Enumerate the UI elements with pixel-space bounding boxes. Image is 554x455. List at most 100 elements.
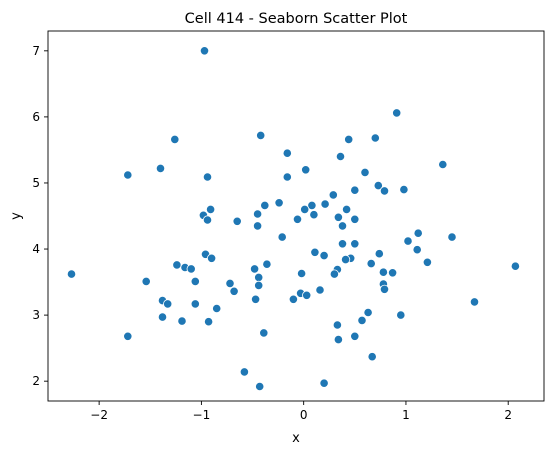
scatter-point [251, 294, 261, 304]
scatter-point [253, 221, 263, 231]
scatter-point [357, 315, 367, 325]
scatter-point [422, 257, 432, 267]
scatter-point [378, 267, 388, 277]
scatter-point [229, 286, 239, 296]
scatter-point [329, 269, 339, 279]
scatter-point [190, 299, 200, 309]
scatter-point [254, 272, 264, 282]
scatter-point [239, 367, 249, 377]
points-layer [66, 46, 521, 392]
scatter-point [387, 268, 398, 278]
scatter-point [315, 285, 325, 295]
scatter-point [413, 228, 423, 238]
scatter-point [186, 264, 196, 274]
x-tick-label: 2 [504, 408, 512, 422]
scatter-point [350, 185, 360, 195]
y-tick-label: 4 [32, 242, 40, 256]
scatter-point [363, 307, 373, 318]
scatter-point [202, 215, 213, 225]
scatter-point [320, 199, 330, 209]
scatter-point [399, 185, 409, 195]
scatter-point [170, 134, 180, 144]
y-tick-label: 6 [32, 110, 40, 124]
scatter-point [341, 204, 352, 214]
scatter-point [328, 190, 338, 200]
scatter-point [190, 276, 200, 286]
scatter-point [274, 198, 284, 208]
scatter-point [141, 276, 151, 286]
scatter-point [469, 297, 480, 307]
scatter-point [307, 200, 317, 210]
scatter-point [225, 278, 235, 288]
plot-frame [47, 30, 545, 402]
scatter-point [302, 290, 312, 300]
scatter-point [277, 232, 287, 242]
scatter-point [260, 200, 270, 210]
scatter-point [396, 310, 406, 320]
scatter-point [282, 148, 292, 158]
scatter-point [403, 236, 413, 246]
scatter-point [212, 303, 222, 314]
scatter-point [292, 214, 303, 224]
x-tick-label: −1 [193, 408, 211, 422]
scatter-point [123, 331, 133, 341]
x-tick-label: −2 [90, 408, 108, 422]
scatter-point [344, 134, 354, 144]
scatter-point [206, 204, 216, 214]
scatter-point [350, 214, 360, 224]
scatter-point [232, 216, 242, 226]
scatter-point [319, 251, 329, 261]
scatter-point [253, 209, 263, 219]
y-tick-label: 2 [32, 374, 40, 388]
y-axis-ticks: 2 3 4 5 6 7 [32, 44, 48, 388]
scatter-point [288, 294, 298, 304]
scatter-point [255, 381, 265, 392]
scatter-point [250, 264, 260, 274]
scatter-point [310, 247, 320, 257]
x-tick-label: 1 [402, 408, 410, 422]
scatter-point [510, 261, 521, 271]
scatter-point [282, 172, 292, 182]
scatter-point [335, 151, 346, 162]
scatter-point [367, 352, 377, 362]
y-tick-label: 7 [32, 44, 40, 58]
scatter-point [202, 172, 213, 182]
scatter-point [262, 259, 272, 269]
x-axis-label: x [292, 431, 300, 446]
scatter-point [123, 170, 133, 180]
scatter-point [374, 249, 384, 259]
scatter-point [66, 269, 77, 279]
scatter-point [332, 320, 342, 330]
scatter-point [438, 159, 448, 170]
scatter-point [350, 331, 360, 341]
x-tick-label: 0 [300, 408, 308, 422]
scatter-point [319, 378, 329, 388]
scatter-point [204, 317, 214, 327]
x-axis-ticks: −2 −1 0 1 2 [90, 401, 512, 422]
scatter-point [379, 284, 390, 294]
scatter-point [254, 280, 264, 290]
scatter-point [300, 204, 310, 214]
scatter-point [337, 221, 348, 231]
scatter-point [370, 133, 380, 143]
scatter-point [163, 299, 173, 309]
scatter-point [373, 181, 383, 191]
scatter-point [447, 232, 457, 242]
scatter-point [296, 268, 307, 279]
scatter-point [392, 108, 402, 118]
y-tick-label: 5 [32, 176, 40, 190]
scatter-point [256, 130, 266, 140]
scatter-point [155, 163, 166, 173]
chart-title: Cell 414 - Seaborn Scatter Plot [185, 11, 408, 27]
scatter-point [157, 312, 168, 322]
scatter-point [337, 239, 348, 249]
y-axis-label: y [9, 212, 24, 220]
scatter-point [309, 210, 319, 220]
scatter-point [333, 334, 343, 345]
scatter-point [177, 316, 187, 326]
scatter-point [340, 255, 351, 265]
scatter-point [412, 245, 422, 255]
scatter-point [199, 46, 210, 56]
